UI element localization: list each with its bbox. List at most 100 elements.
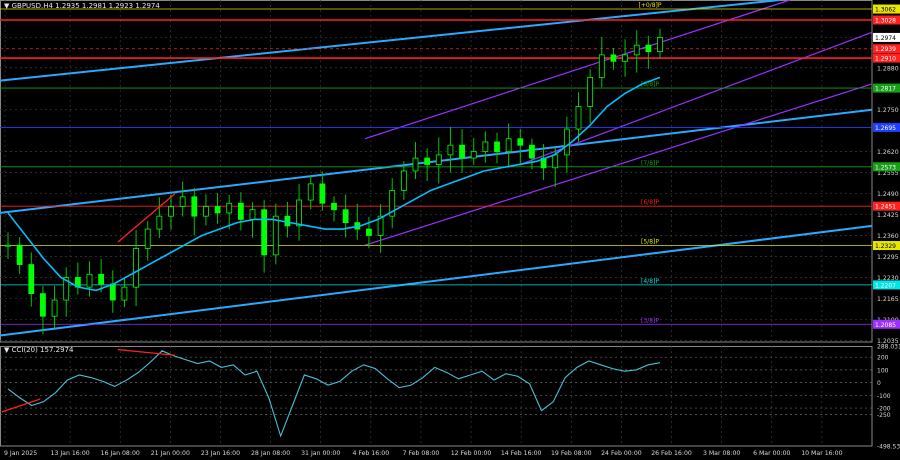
candle-body — [237, 202, 244, 220]
price-panel-frame — [0, 0, 873, 343]
candle-body — [168, 206, 174, 217]
candle-body — [529, 144, 535, 159]
price-label-box — [873, 319, 900, 329]
cci-divergence-line — [117, 348, 176, 356]
cci-tick-label: 0 — [877, 380, 881, 387]
murray-label: [6/8]P — [641, 199, 659, 206]
candle-body — [296, 199, 302, 227]
channel-line — [364, 0, 791, 140]
candle-body — [261, 209, 268, 256]
candle-body — [214, 206, 221, 214]
y-tick-label: 1.2425 — [877, 212, 899, 219]
y-tick-label: 1.2230 — [877, 275, 899, 282]
price-label-text: 1.3062 — [875, 7, 896, 14]
x-tick-label: 21 Jan 00:00 — [151, 450, 190, 457]
price-label-box — [873, 241, 900, 251]
murray-label: [4/8]P — [641, 278, 659, 285]
x-tick-label: 4 Feb 16:00 — [352, 450, 389, 457]
candle-body — [459, 144, 465, 159]
candle-body — [412, 157, 419, 172]
candle-body — [331, 202, 337, 211]
candle-body — [598, 54, 605, 78]
candle-body — [657, 37, 663, 53]
murray-label: [7/8]P — [641, 160, 659, 167]
trendline-lower — [0, 224, 873, 337]
candle-body — [63, 277, 70, 301]
x-tick-label: 3 Mar 08:00 — [703, 450, 740, 457]
x-tick-label: 26 Feb 16:00 — [651, 450, 692, 457]
price-label-box — [873, 53, 900, 63]
y-tick-label: 1.2555 — [877, 170, 899, 177]
y-tick-label: 1.2620 — [877, 149, 899, 156]
chart-title: ▼ GBPUSD.H4 1.2935 1.2981 1.2923 1.2974 — [4, 2, 160, 10]
candle-body — [389, 189, 396, 217]
candle-body — [307, 183, 314, 201]
price-label-box — [873, 122, 900, 132]
candle-body — [482, 141, 489, 153]
channel-line — [519, 31, 873, 166]
candle-body — [28, 264, 35, 295]
candle-body — [144, 228, 151, 249]
candle-body — [342, 209, 349, 224]
x-tick-label: 24 Feb 00:00 — [601, 450, 642, 457]
x-tick-label: 9 Jan 2025 — [4, 450, 37, 457]
candle-body — [587, 77, 594, 107]
candle-body — [249, 209, 256, 220]
cci-tick-label: 288.0313 — [877, 344, 900, 351]
price-label-box — [873, 4, 900, 14]
candle-body — [435, 154, 442, 165]
price-label-text: 1.2451 — [875, 204, 896, 211]
x-tick-label: 10 Mar 16:00 — [801, 450, 842, 457]
x-tick-label: 12 Feb 00:00 — [451, 450, 492, 457]
x-tick-label: 16 Jan 08:00 — [101, 450, 140, 457]
candle-body — [5, 244, 11, 247]
candle-body — [179, 196, 186, 207]
channel-line — [364, 83, 873, 246]
candle-body — [377, 215, 384, 236]
price-label-box — [873, 83, 900, 93]
candle-body — [400, 170, 407, 191]
cci-tick-label: 200 — [877, 355, 889, 362]
candle-body — [203, 206, 209, 217]
x-tick-label: 23 Jan 16:00 — [201, 450, 240, 457]
price-label-text: 1.2329 — [875, 243, 896, 250]
candle-body — [86, 273, 93, 288]
candle-body — [424, 157, 431, 165]
candle-body — [121, 286, 128, 301]
price-label-text: 1.3028 — [875, 18, 896, 25]
candle-body — [517, 138, 524, 146]
price-label-text: 1.2695 — [875, 125, 896, 132]
price-label-text: 1.2085 — [875, 322, 896, 329]
y-tick-label: 1.2490 — [877, 191, 899, 198]
candle-body — [552, 154, 559, 169]
x-tick-label: 13 Jan 16:00 — [51, 450, 90, 457]
price-series — [5, 28, 663, 334]
axes: 9 Jan 2025 13 Jan 16:00 16 Jan 08:00 21 Jan… — [4, 4, 900, 457]
y-tick-label: 1.2750 — [877, 107, 899, 114]
candle-body — [575, 106, 582, 130]
x-tick-label: 31 Jan 00:00 — [301, 450, 340, 457]
price-label-box — [873, 280, 900, 290]
murray-label: [3/8]P — [641, 317, 659, 324]
candle-body — [505, 138, 512, 153]
candle-body — [633, 44, 640, 56]
price-label-box — [873, 32, 900, 42]
y-tick-label: 1.2035 — [877, 338, 899, 345]
candle-body — [645, 44, 652, 53]
cci-panel — [1, 348, 661, 438]
candle-body — [319, 183, 326, 204]
x-tick-label: 6 Mar 00:00 — [753, 450, 790, 457]
price-label-box — [873, 44, 900, 54]
candle-body — [272, 215, 279, 256]
x-tick-label: 19 Feb 08:00 — [551, 450, 592, 457]
candle-body — [470, 151, 477, 159]
candle-body — [610, 54, 617, 62]
trendline-upper — [0, 0, 781, 82]
candle-body — [622, 54, 628, 62]
cci-panel-frame — [0, 346, 873, 447]
candle-body — [226, 202, 233, 214]
candle-body — [40, 293, 46, 317]
candle-body — [366, 228, 372, 236]
price-label-text: 1.2910 — [875, 56, 896, 63]
